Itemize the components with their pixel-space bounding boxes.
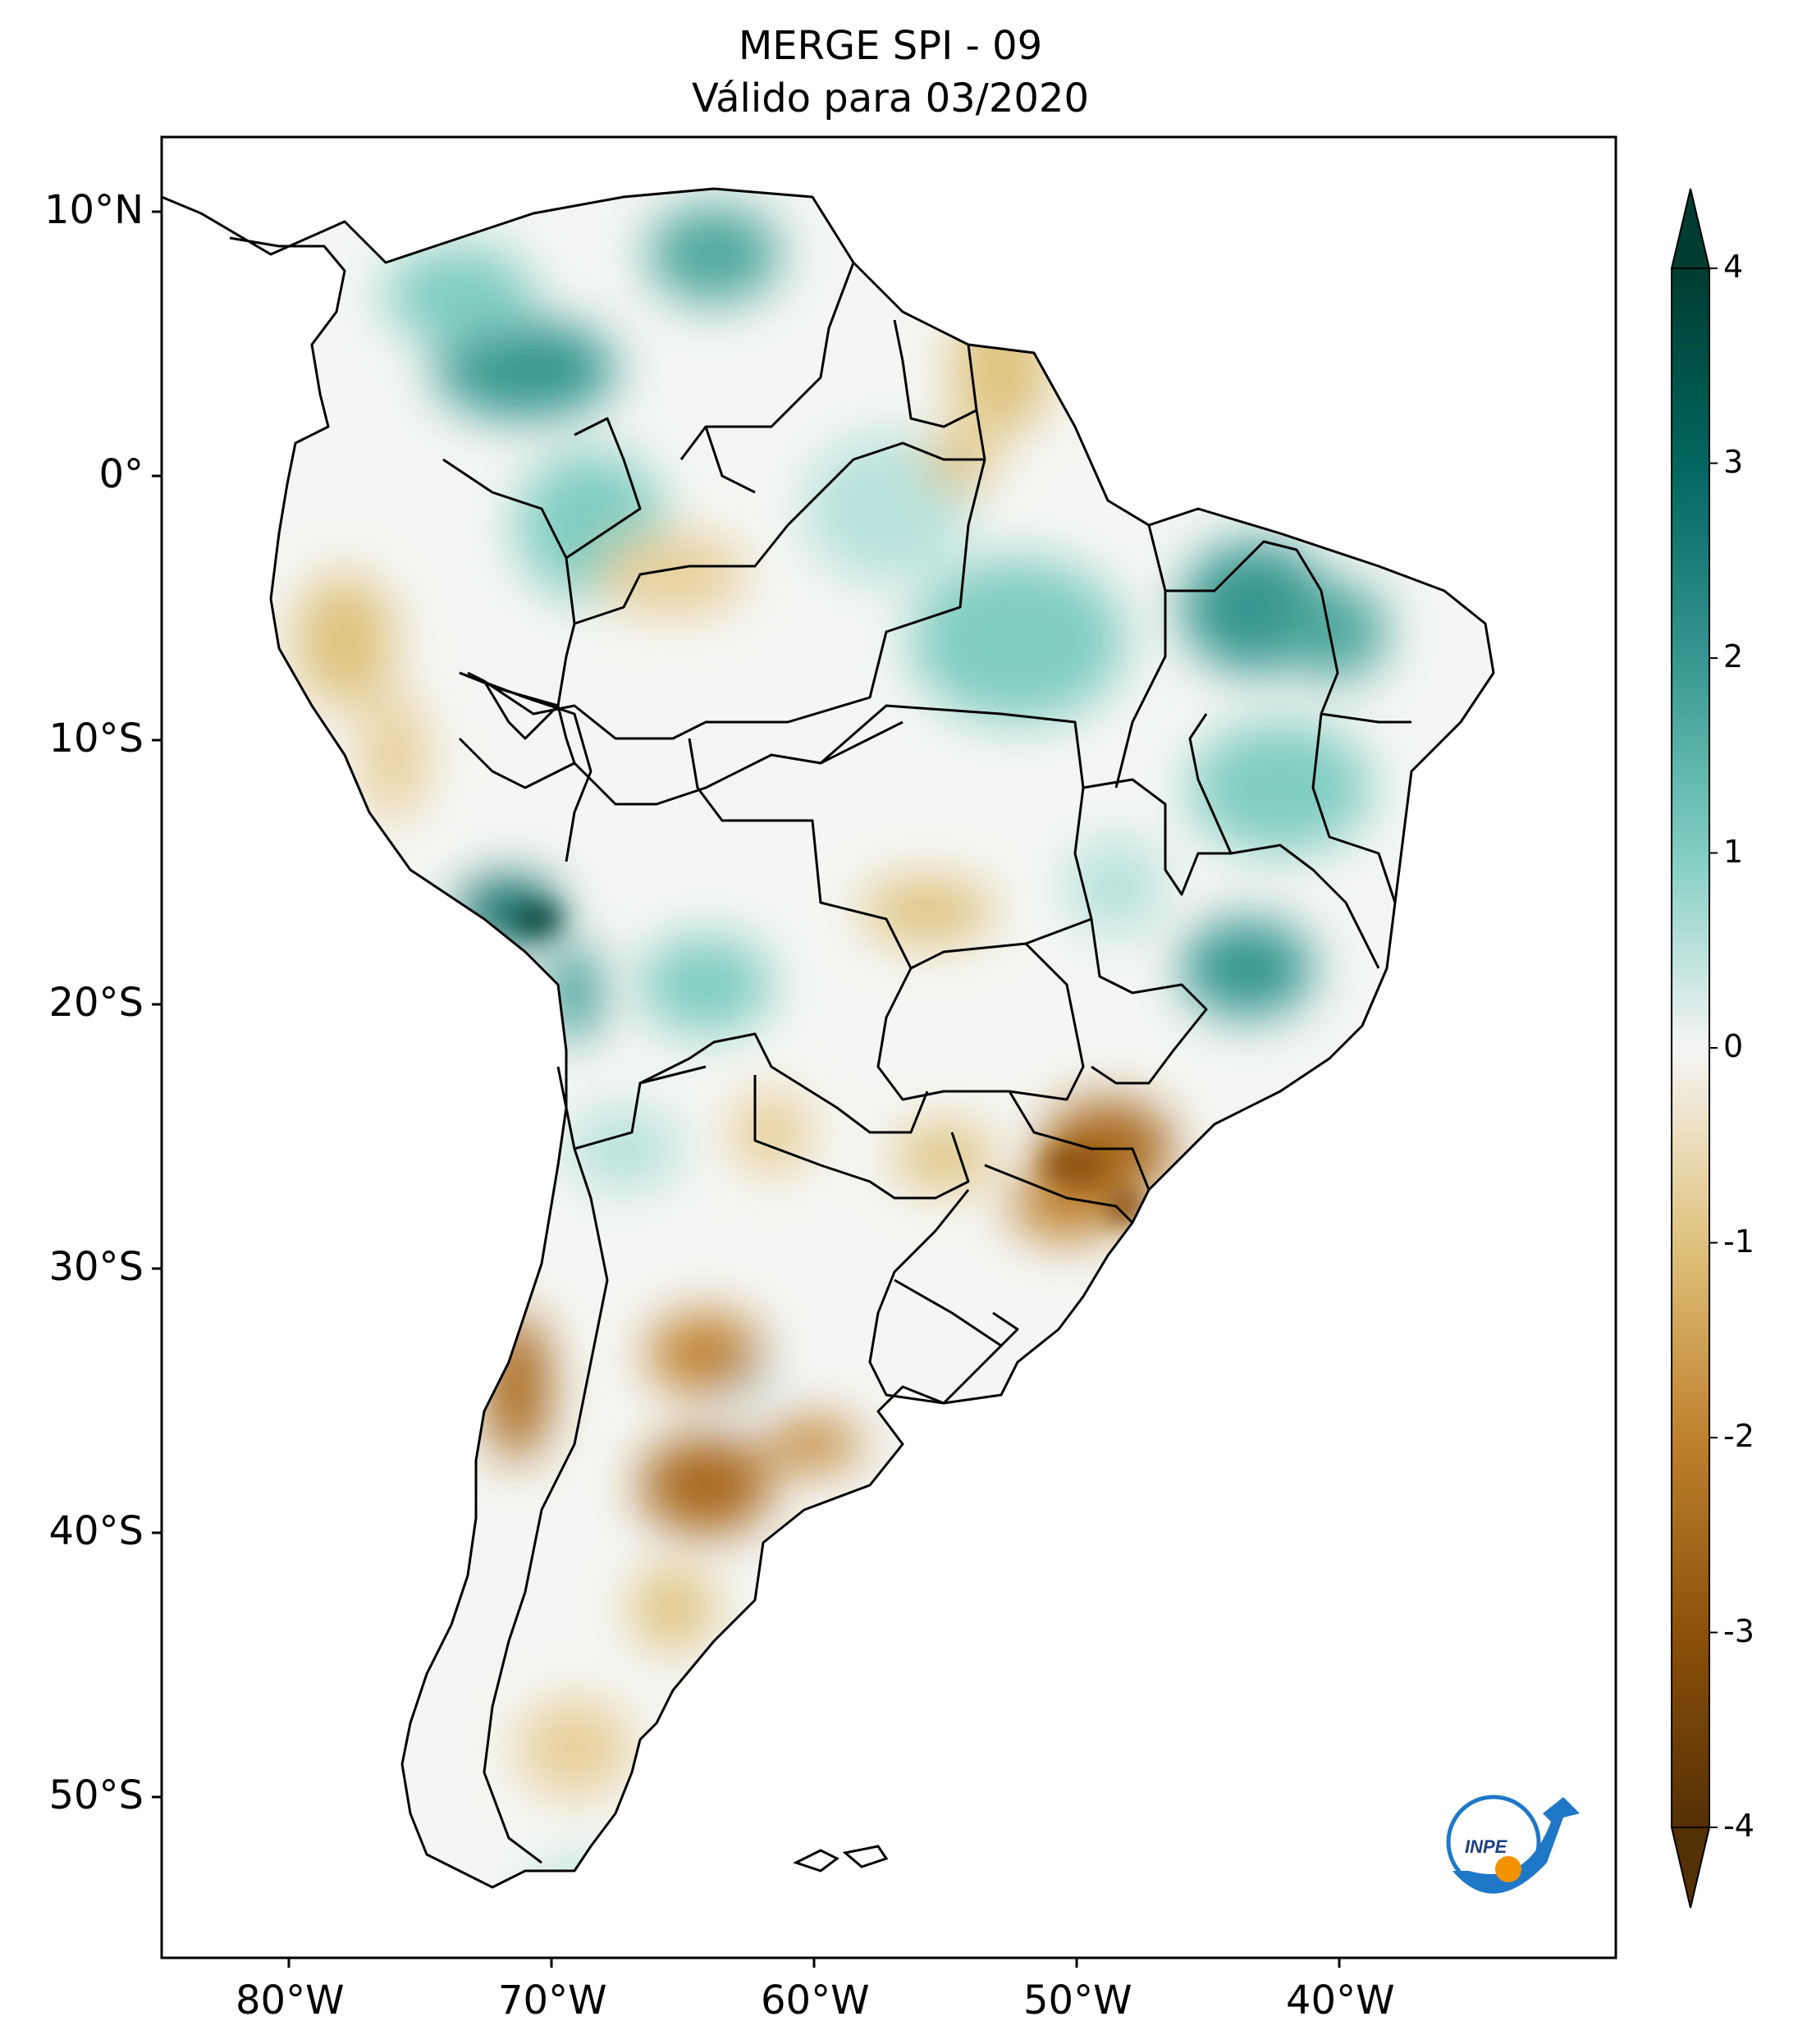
colorbar-tick-label: 1 — [1723, 833, 1744, 870]
lat-tick-label: 50°S — [48, 1772, 144, 1818]
lon-tick-label: 70°W — [498, 1978, 607, 2023]
colorbar-gradient — [1671, 268, 1710, 1828]
colorbar-tick-label: -4 — [1723, 1808, 1755, 1844]
lat-tick-label: 30°S — [48, 1244, 144, 1290]
lon-tick-label: 40°W — [1286, 1978, 1395, 2023]
colorbar — [1670, 188, 1718, 1909]
lat-tick-label: 20°S — [48, 980, 144, 1026]
lon-tick-label: 60°W — [761, 1978, 870, 2023]
colorbar-tick-label: -3 — [1723, 1612, 1755, 1649]
country-borders — [162, 187, 1495, 1889]
axis-ticks — [152, 210, 1341, 1968]
colorbar-tick-label: 3 — [1723, 443, 1744, 480]
colorbar-tick-label: -1 — [1723, 1223, 1755, 1260]
lat-tick-label: 10°N — [44, 187, 144, 233]
colorbar-tick-label: 4 — [1723, 249, 1744, 285]
lon-tick-label: 50°W — [1023, 1978, 1132, 2023]
lat-tick-label: 40°S — [48, 1508, 144, 1554]
colorbar-extend-min — [1670, 1827, 1711, 1909]
map-border — [160, 135, 1617, 1959]
lat-tick-label: 0° — [98, 451, 144, 497]
falkland-islands — [793, 1845, 889, 1873]
lon-tick-label: 80°W — [236, 1978, 345, 2023]
map-title: MERGE SPI - 09 — [738, 23, 1043, 69]
logo-text: INPE — [1465, 1836, 1508, 1857]
lat-tick-label: 10°S — [48, 716, 144, 761]
map-subtitle: Válido para 03/2020 — [692, 75, 1089, 121]
colorbar-extend-max — [1670, 188, 1711, 269]
colorbar-tick-label: 2 — [1723, 638, 1744, 674]
inpe-logo: INPE — [1446, 1795, 1580, 1894]
colorbar-tick-label: 0 — [1723, 1028, 1744, 1064]
colorbar-tick-label: -2 — [1723, 1418, 1755, 1454]
